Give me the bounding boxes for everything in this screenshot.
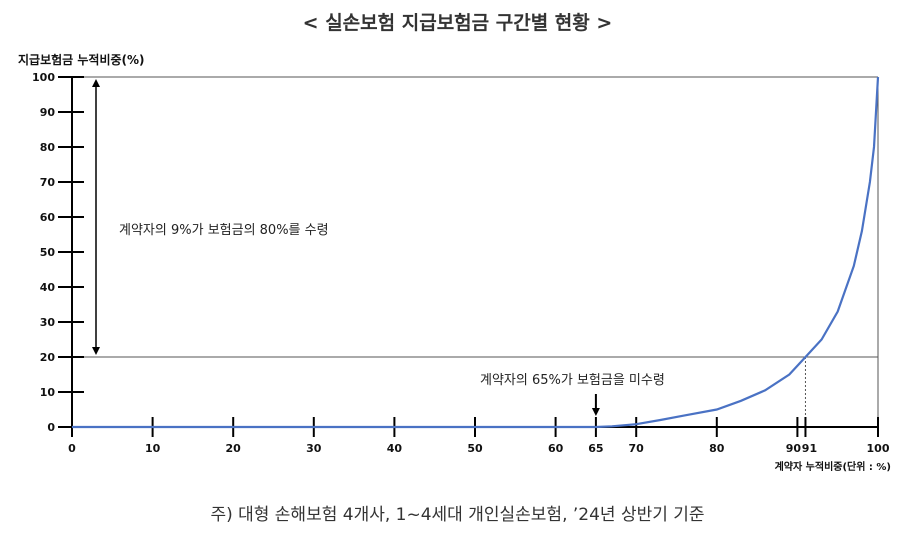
x-tick-label-60: 60 [548, 442, 564, 455]
chart-title: < 실손보험 지급보험금 구간별 현황 > [302, 12, 613, 34]
x-tick-label-100: 100 [867, 442, 890, 455]
x-tick-label-10: 10 [145, 442, 161, 455]
y-tick-label-70: 70 [40, 176, 56, 189]
y-tick-label-60: 60 [40, 211, 56, 224]
y-tick-label-10: 10 [40, 386, 56, 399]
y-tick-label-100: 100 [32, 71, 55, 84]
x-axis-label: 계약자 누적비중(단위 : %) [775, 460, 891, 473]
annotation-80-percent: 계약자의 9%가 보험금의 80%를 수령 [119, 223, 329, 238]
x-tick-label-91: 91 [802, 442, 817, 455]
x-tick-label-80: 80 [709, 442, 725, 455]
y-axis-label: 지급보험금 누적비중(%) [18, 52, 145, 67]
x-axis-ticks: 0 10 20 30 40 50 60 65 70 80 90 91 100 [68, 417, 890, 455]
arrow-head-down [92, 347, 100, 355]
y-tick-label-50: 50 [40, 246, 56, 259]
axes [71, 77, 878, 428]
y-tick-label-80: 80 [40, 141, 56, 154]
x-tick-label-70: 70 [629, 442, 645, 455]
x-tick-label-40: 40 [387, 442, 403, 455]
x-tick-label-20: 20 [226, 442, 242, 455]
x-tick-label-0: 0 [68, 442, 76, 455]
y-tick-label-40: 40 [40, 281, 56, 294]
x-tick-label-30: 30 [306, 442, 322, 455]
x-tick-label-90: 90 [786, 442, 802, 455]
series-line-0 [72, 76, 880, 429]
y-axis-ticks: 0 10 20 30 40 50 60 70 80 90 100 [32, 71, 84, 434]
y-tick-label-0: 0 [47, 421, 55, 434]
pointer-arrow-head [591, 408, 600, 416]
x-tick-label-65: 65 [588, 442, 603, 455]
y-tick-label-20: 20 [40, 351, 56, 364]
footnote: 주) 대형 손해보험 4개사, 1~4세대 개인실손보험, ’24년 상반기 기… [210, 505, 705, 525]
series [72, 76, 880, 429]
y-tick-label-30: 30 [40, 316, 56, 329]
reference-lines [72, 76, 879, 427]
x-tick-label-50: 50 [467, 442, 483, 455]
arrow-head-up [92, 79, 100, 87]
annotation-65-percent: 계약자의 65%가 보험금을 미수령 [480, 373, 665, 388]
y-tick-label-90: 90 [40, 106, 56, 119]
